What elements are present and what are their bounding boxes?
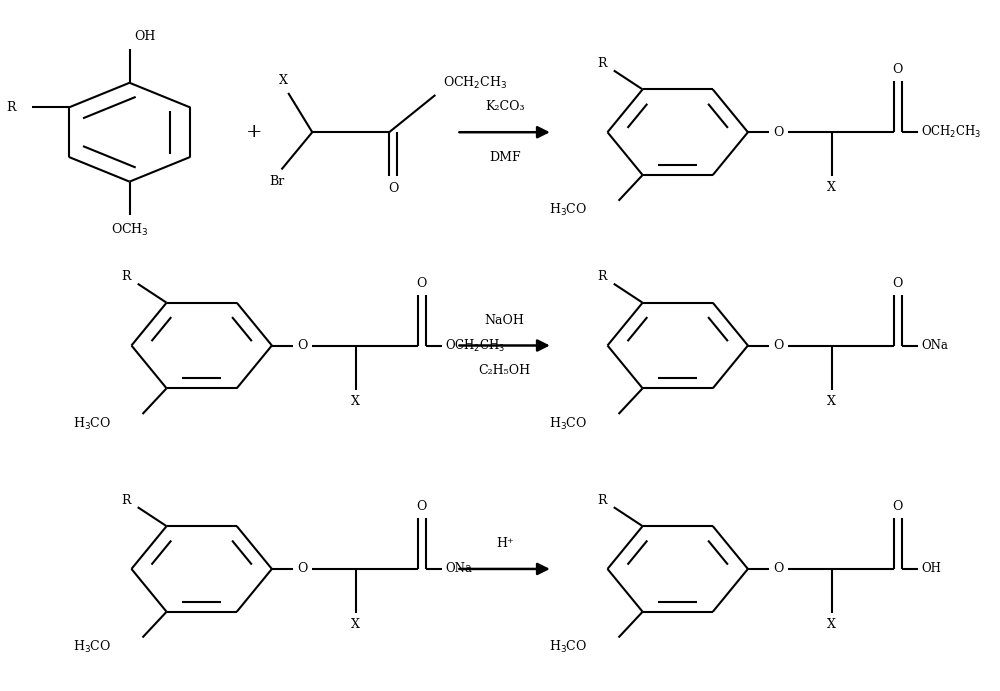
Text: +: + — [246, 123, 263, 141]
Text: NaOH: NaOH — [485, 314, 525, 327]
Text: O: O — [297, 339, 308, 352]
Text: ONa: ONa — [921, 339, 948, 352]
Text: O: O — [893, 64, 903, 77]
Text: X: X — [279, 74, 288, 87]
Text: ONa: ONa — [445, 562, 472, 576]
Text: H⁺: H⁺ — [496, 537, 513, 550]
Text: O: O — [388, 182, 398, 195]
Text: H$_3$CO: H$_3$CO — [73, 639, 111, 655]
Text: R: R — [121, 270, 131, 283]
Text: DMF: DMF — [489, 151, 520, 164]
Text: R: R — [597, 494, 607, 507]
Text: OCH$_2$CH$_3$: OCH$_2$CH$_3$ — [921, 124, 981, 140]
Text: O: O — [417, 500, 427, 513]
Text: OCH$_3$: OCH$_3$ — [111, 223, 148, 238]
Text: R: R — [597, 57, 607, 70]
Text: O: O — [417, 276, 427, 290]
Text: R: R — [597, 270, 607, 283]
Text: X: X — [827, 618, 836, 631]
Text: X: X — [351, 618, 360, 631]
Text: H$_3$CO: H$_3$CO — [549, 415, 587, 432]
Text: C₂H₅OH: C₂H₅OH — [479, 364, 531, 377]
Text: OH: OH — [134, 30, 156, 44]
Text: Br: Br — [269, 175, 284, 188]
Text: OH: OH — [921, 562, 941, 576]
Text: H$_3$CO: H$_3$CO — [549, 639, 587, 655]
Text: O: O — [773, 126, 784, 139]
Text: R: R — [6, 101, 16, 114]
Text: O: O — [297, 562, 308, 576]
Text: R: R — [121, 494, 131, 507]
Text: OCH$_2$CH$_3$: OCH$_2$CH$_3$ — [443, 75, 507, 91]
Text: H$_3$CO: H$_3$CO — [73, 415, 111, 432]
Text: K₂CO₃: K₂CO₃ — [485, 100, 524, 113]
Text: X: X — [351, 395, 360, 408]
Text: O: O — [773, 339, 784, 352]
Text: O: O — [893, 500, 903, 513]
Text: X: X — [827, 395, 836, 408]
Text: OCH$_2$CH$_3$: OCH$_2$CH$_3$ — [445, 337, 505, 354]
Text: X: X — [827, 181, 836, 194]
Text: O: O — [893, 276, 903, 290]
Text: O: O — [773, 562, 784, 576]
Text: H$_3$CO: H$_3$CO — [549, 202, 587, 218]
